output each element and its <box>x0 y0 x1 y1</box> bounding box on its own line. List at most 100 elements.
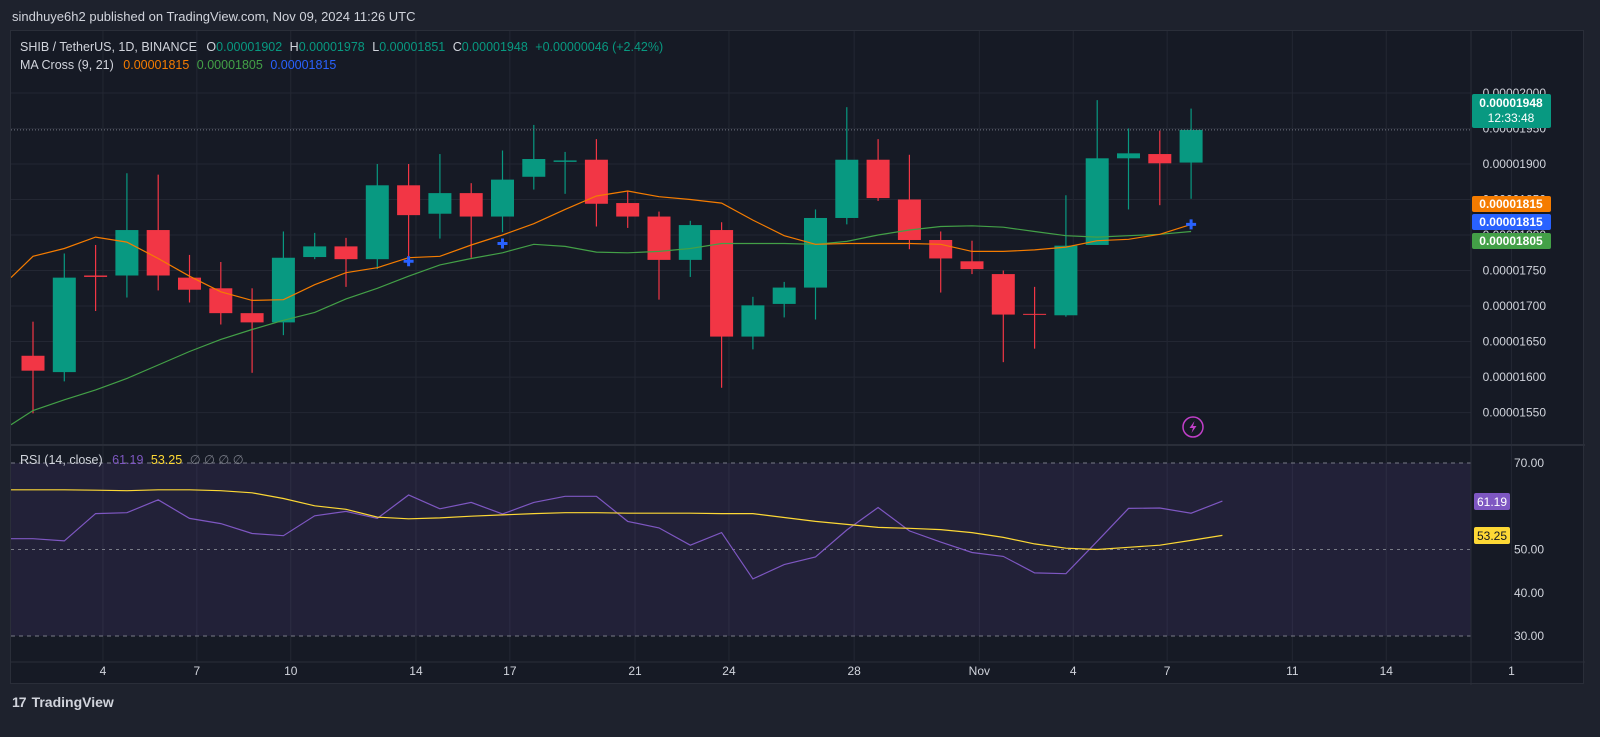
rsi-tag: 61.19 <box>1474 493 1510 510</box>
candle <box>929 231 953 293</box>
candle-body <box>991 274 1015 315</box>
rsi-axis-tick: 40.00 <box>1514 586 1544 600</box>
lightning-icon[interactable] <box>1182 416 1204 438</box>
time-axis-tick: 10 <box>284 664 298 678</box>
legend-change: +0.00000046 (+2.42%) <box>535 40 663 54</box>
rsi-tag-value: 61.19 <box>1477 495 1507 509</box>
candle-body <box>397 185 421 216</box>
candle-body <box>1117 153 1140 159</box>
candle-body <box>146 230 170 276</box>
legend-rsi-extra: ∅ ∅ ∅ ∅ <box>190 453 244 467</box>
legend-rsi-label[interactable]: RSI (14, close) <box>20 453 103 467</box>
chart-frame[interactable]: 0.000020000.000019500.000019000.00001850… <box>10 30 1585 685</box>
candle <box>1179 108 1203 199</box>
legend-high-value: 0.00001978 <box>299 40 365 54</box>
time-axis-tick: 21 <box>628 664 642 678</box>
rsi-ma-tag: 53.25 <box>1474 527 1510 544</box>
candle-body <box>1179 129 1203 163</box>
rsi-line <box>11 494 1223 580</box>
candle-body <box>365 185 389 260</box>
candle-body <box>52 277 76 373</box>
time-axis-tick: 11 <box>1286 664 1299 678</box>
candle-body <box>491 179 514 217</box>
candle <box>616 190 640 228</box>
ma-slow-tag-value: 0.00001805 <box>1479 234 1543 248</box>
candle-body <box>1023 313 1047 315</box>
time-axis-tick: 14 <box>409 664 423 678</box>
chart-canvas[interactable]: 0.000020000.000019500.000019000.00001850… <box>10 31 1585 685</box>
candle-body <box>553 160 577 162</box>
candle <box>334 237 358 287</box>
legend-open-value: 0.00001902 <box>216 40 282 54</box>
candle <box>52 253 76 382</box>
legend-ma-cross: 0.00001815 <box>270 58 336 72</box>
legend-open-label: O <box>206 40 216 54</box>
candle-body <box>1054 245 1078 316</box>
candle <box>303 232 327 260</box>
candle <box>835 107 859 225</box>
footer-brand[interactable]: TradingView <box>31 694 114 710</box>
ma-cross-tag: 0.00001815 <box>1472 214 1551 230</box>
publish-header: sindhuye6h2 published on TradingView.com… <box>12 9 416 24</box>
candle <box>146 174 170 291</box>
time-axis-tick: Nov <box>969 664 990 678</box>
candle <box>271 231 295 336</box>
candle-body <box>678 225 702 260</box>
candle <box>1054 195 1078 317</box>
time-axis-tick: 17 <box>503 664 517 678</box>
candle <box>553 151 577 194</box>
legend-low-label: L <box>372 40 379 54</box>
cross-marker-shape <box>1186 219 1197 230</box>
candle <box>741 296 765 350</box>
tradingview-logo-icon[interactable]: 17 <box>12 694 27 710</box>
candle-body <box>584 159 608 204</box>
countdown-timer: 12:33:48 <box>1488 111 1535 125</box>
rsi-axis-tick: 70.00 <box>1514 456 1544 470</box>
candle <box>804 209 827 320</box>
candle <box>1148 130 1172 206</box>
candle <box>84 244 108 312</box>
legend-rsi: RSI (14, close) 61.19 53.25 ∅ ∅ ∅ ∅ <box>20 453 244 467</box>
candle <box>21 321 45 414</box>
candle <box>428 154 452 239</box>
candle-body <box>522 159 546 177</box>
candle <box>365 163 389 270</box>
candle <box>960 240 984 275</box>
time-axis-tick: 7 <box>194 664 201 678</box>
legend-ma-label[interactable]: MA Cross (9, 21) <box>20 58 114 72</box>
time-axis-tick: 4 <box>1070 664 1077 678</box>
legend-ma: MA Cross (9, 21) 0.00001815 0.00001805 0… <box>20 58 336 72</box>
candle-body <box>647 216 671 260</box>
candle <box>710 222 734 388</box>
candle-body <box>741 305 765 337</box>
cross-marker <box>1186 219 1197 230</box>
legend-symbol[interactable]: SHIB / TetherUS, 1D, BINANCE <box>20 40 197 54</box>
price-axis-tick: 0.00001550 <box>1483 406 1547 420</box>
cross-marker <box>497 238 508 249</box>
candle-body <box>772 287 796 304</box>
legend-low-value: 0.00001851 <box>379 40 445 54</box>
candle <box>1023 286 1047 349</box>
candle-body <box>1085 158 1109 245</box>
cross-marker-shape <box>497 238 508 249</box>
candle <box>584 139 608 227</box>
cross-marker <box>403 256 414 267</box>
candle <box>1117 128 1140 210</box>
last-price-tag: 0.00001948 12:33:48 <box>1472 94 1551 128</box>
ma-fast-tag-value: 0.00001815 <box>1479 197 1543 211</box>
legend-ma-fast: 0.00001815 <box>123 58 189 72</box>
candle-body <box>21 355 45 371</box>
candle <box>397 163 421 257</box>
legend-high-label: H <box>290 40 299 54</box>
time-axis-tick: 7 <box>1164 664 1171 678</box>
candle-body <box>835 159 859 218</box>
candle-body <box>84 275 108 277</box>
ma-slow-line <box>10 225 1192 426</box>
legend-rsi-value: 61.19 <box>112 453 143 467</box>
candle-body <box>960 261 984 270</box>
candle <box>491 150 514 233</box>
candle-body <box>616 203 640 217</box>
cross-marker-shape <box>403 256 414 267</box>
candle <box>178 254 201 303</box>
footer: 17 TradingView <box>12 694 114 710</box>
